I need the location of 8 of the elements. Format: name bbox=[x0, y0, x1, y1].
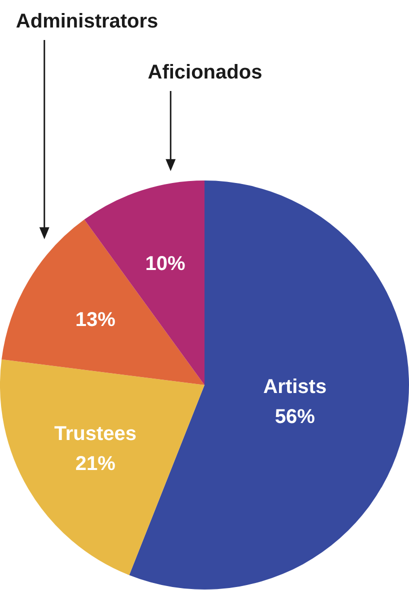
data-label: 56% bbox=[274, 406, 316, 428]
data-label: 13% bbox=[75, 308, 116, 331]
slice-label: Trustees bbox=[54, 423, 136, 446]
data-label: 21% bbox=[75, 453, 116, 476]
data-label: 10% bbox=[145, 252, 186, 275]
slice-label: Aficionados bbox=[148, 62, 262, 84]
slice-label: Administrators bbox=[16, 10, 158, 33]
slice-label: Artists bbox=[263, 376, 327, 398]
